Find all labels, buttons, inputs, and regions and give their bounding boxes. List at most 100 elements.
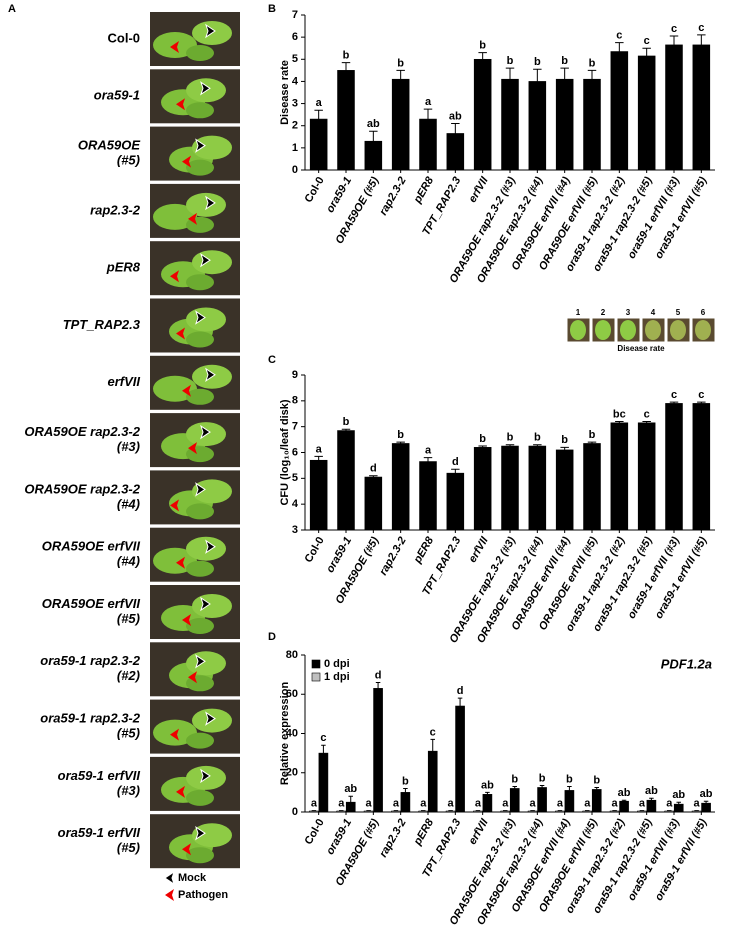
leaf: [186, 159, 214, 176]
significance-letter: c: [671, 389, 677, 401]
genotype-label: (#5): [117, 153, 140, 168]
leaf: [186, 789, 214, 806]
bar: [337, 70, 355, 171]
genotype-label: (#5): [117, 840, 140, 855]
genotype-label: Col-0: [108, 30, 141, 45]
bar: [345, 801, 356, 813]
bar: [419, 461, 437, 531]
bar: [391, 443, 410, 531]
genotype-label: (#3): [117, 783, 140, 798]
error-bar: [505, 444, 515, 447]
significance-letter: c: [320, 732, 326, 744]
leaf: [186, 331, 214, 348]
significance-letter: b: [534, 56, 541, 68]
bar: [373, 688, 383, 813]
leaf: [186, 274, 214, 291]
significance-letter: d: [457, 685, 464, 697]
error-bar: [676, 801, 681, 805]
y-tick-label: 3: [292, 524, 298, 536]
bar: [309, 810, 319, 813]
bar: [583, 443, 601, 531]
error-bar: [587, 441, 597, 444]
bar: [473, 58, 492, 171]
genotype-label: pER8: [106, 260, 141, 275]
y-tick-label: 6: [292, 31, 298, 43]
significance-letter: c: [430, 726, 436, 738]
bar: [528, 81, 547, 171]
error-bar: [485, 791, 490, 795]
error-bar: [594, 786, 599, 790]
bar: [637, 810, 647, 813]
significance-letter: a: [694, 798, 701, 810]
significance-letter: b: [534, 432, 541, 444]
leaf: [153, 203, 197, 230]
arrow: [200, 81, 211, 96]
bar: [337, 430, 355, 531]
y-axis-label: Disease rate: [279, 60, 291, 125]
y-tick-label: 5: [292, 472, 298, 484]
arrow: [195, 654, 206, 669]
x-tick-label: pER8: [411, 534, 436, 566]
significance-letter: d: [370, 463, 377, 475]
y-tick-label: 2: [292, 120, 298, 132]
bar: [555, 449, 574, 531]
arrow: [176, 785, 185, 798]
genotype-label: rap2.3-2: [90, 202, 141, 217]
x-tick-label: pER8: [411, 174, 436, 206]
significance-letter: ab: [672, 789, 685, 801]
significance-letter: b: [479, 40, 486, 52]
significance-letter: a: [448, 798, 455, 810]
genotype-label: erfVII: [107, 374, 140, 389]
inset-leaf: [645, 320, 661, 340]
bar: [482, 794, 493, 813]
significance-letter: b: [397, 57, 404, 69]
genotype-label: (#2): [117, 668, 140, 683]
bar: [701, 802, 711, 813]
leaf: [186, 102, 214, 119]
y-tick-label: 60: [286, 688, 298, 700]
y-tick-label: 20: [286, 767, 298, 779]
leaf: [192, 135, 232, 160]
genotype-label: ORA59OE erfVII: [42, 539, 141, 554]
arrow: [200, 252, 211, 268]
significance-letter: ab: [700, 788, 713, 800]
error-bar: [533, 68, 542, 82]
legend-swatch: [311, 672, 321, 682]
leaf: [192, 250, 232, 275]
bar: [500, 810, 511, 813]
bar: [446, 133, 465, 171]
leaf: [186, 536, 226, 561]
panel-label: A: [8, 3, 16, 15]
leaf: [153, 375, 197, 402]
significance-letter: a: [366, 798, 373, 810]
leaf: [186, 560, 214, 577]
significance-letter: a: [639, 798, 646, 810]
significance-letter: b: [511, 773, 518, 785]
genotype-label: (#4): [117, 496, 140, 511]
genotype-label: ora59-1 erfVII: [58, 768, 141, 783]
bar: [665, 403, 683, 531]
arrow: [195, 138, 206, 153]
genotype-label: ORA59OE rap2.3-2: [24, 481, 140, 496]
legend-label: Mock: [178, 872, 207, 884]
inset-label: 3: [626, 308, 631, 317]
error-bar: [478, 445, 487, 448]
significance-letter: ab: [367, 118, 380, 130]
leaf: [186, 732, 214, 749]
arrow: [188, 671, 197, 684]
significance-letter: b: [561, 434, 568, 446]
genotype-label: (#3): [117, 439, 140, 454]
y-tick-label: 40: [286, 727, 298, 739]
significance-letter: ab: [645, 785, 658, 797]
significance-letter: b: [343, 50, 350, 62]
significance-letter: b: [566, 773, 573, 785]
error-bar: [423, 457, 433, 462]
y-tick-label: 1: [292, 142, 298, 154]
bar: [555, 78, 574, 171]
significance-letter: b: [397, 429, 404, 441]
arrow: [170, 270, 179, 283]
significance-letter: b: [343, 416, 350, 428]
error-bar: [587, 69, 597, 80]
y-tick-label: 5: [292, 53, 298, 65]
significance-letter: a: [338, 798, 345, 810]
